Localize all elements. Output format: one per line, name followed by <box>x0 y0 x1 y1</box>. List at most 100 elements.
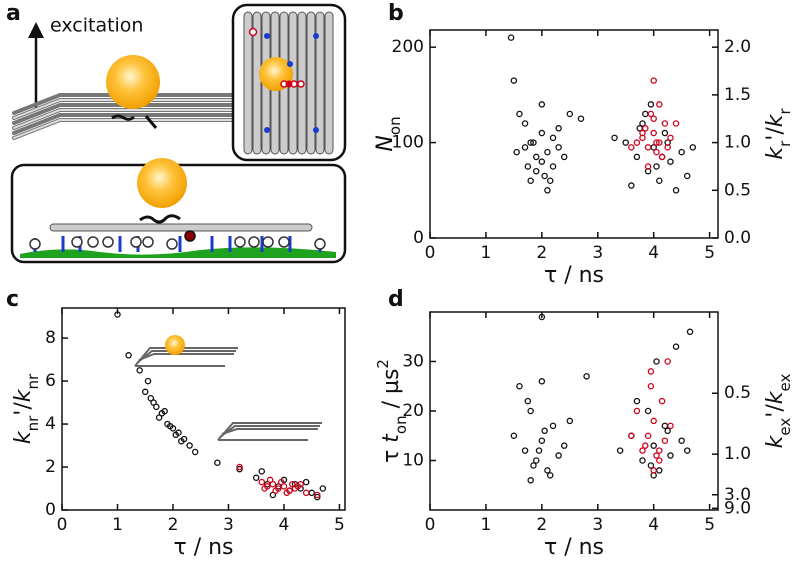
point <box>266 476 274 484</box>
point <box>653 148 660 156</box>
point <box>544 467 551 474</box>
schematic: a excitation <box>6 1 347 264</box>
point <box>577 115 585 122</box>
label-part: k <box>763 390 788 404</box>
y2-tick-label: 3.0 <box>724 485 751 505</box>
point <box>538 378 546 385</box>
label-part: '/ <box>763 127 788 141</box>
x-tick-label: 5 <box>334 515 345 535</box>
dye-side <box>184 230 196 242</box>
point <box>533 167 540 175</box>
point <box>656 467 663 474</box>
point <box>277 478 285 486</box>
point <box>647 382 655 390</box>
biotin-spots <box>264 33 319 133</box>
x-axis-label: τ / ns <box>173 535 233 560</box>
y2-tick-label: 2.0 <box>724 37 751 57</box>
y-tick-label: 0 <box>45 500 56 520</box>
point <box>644 144 652 151</box>
linker <box>111 114 158 129</box>
x-tick-label: 0 <box>57 515 68 535</box>
point <box>269 491 277 499</box>
point <box>538 158 546 165</box>
point <box>653 139 660 146</box>
point <box>544 187 551 194</box>
y-tick-label: 100 <box>392 133 424 153</box>
y-tick-label: 10 <box>402 451 424 471</box>
point <box>639 457 646 464</box>
arrow-head <box>28 22 44 38</box>
label-part: nr <box>24 373 42 390</box>
panel-letter: a <box>6 1 21 26</box>
label-part: τ <box>379 443 404 463</box>
point <box>136 367 143 374</box>
point <box>647 110 655 118</box>
label-part: on <box>386 116 404 135</box>
point <box>647 368 655 375</box>
point <box>544 148 551 156</box>
point <box>642 125 649 132</box>
point <box>538 101 546 108</box>
point <box>656 139 663 146</box>
point <box>166 422 174 430</box>
point <box>653 163 660 170</box>
point <box>628 182 635 189</box>
excitation-label: excitation <box>50 15 143 37</box>
point <box>541 427 548 435</box>
point <box>656 457 663 464</box>
point <box>289 480 296 488</box>
point <box>302 489 310 497</box>
point <box>521 144 529 151</box>
nanoparticle-side <box>137 158 187 208</box>
point <box>628 432 635 439</box>
point <box>633 407 641 415</box>
point <box>527 139 534 146</box>
linker-side <box>139 214 181 224</box>
point <box>661 437 669 444</box>
point <box>678 148 685 156</box>
point <box>533 153 540 161</box>
x-tick-label: 2 <box>168 515 179 535</box>
point <box>650 115 657 122</box>
point <box>283 489 290 497</box>
point <box>530 139 537 146</box>
point <box>125 352 132 359</box>
x-tick-label: 1 <box>112 515 123 535</box>
point <box>650 77 657 84</box>
y2-tick-label: 1.0 <box>724 133 751 153</box>
label-part: t <box>379 433 404 443</box>
point <box>664 427 671 435</box>
point <box>549 134 557 142</box>
point <box>583 373 590 380</box>
point <box>150 399 157 406</box>
point <box>667 452 674 459</box>
point <box>236 465 243 473</box>
point <box>308 489 315 497</box>
point <box>667 422 674 430</box>
point <box>661 120 669 127</box>
point <box>527 177 534 185</box>
point <box>141 388 149 396</box>
point <box>656 447 663 454</box>
x-tick-label: 0 <box>425 243 436 263</box>
point <box>661 129 669 137</box>
point <box>644 432 652 439</box>
point <box>555 144 562 151</box>
point <box>683 447 691 454</box>
label-part: k <box>11 430 36 444</box>
x-tick-label: 1 <box>481 243 492 263</box>
y-tick-label: 2 <box>45 457 56 477</box>
point <box>541 172 548 180</box>
surface <box>20 247 336 258</box>
point <box>527 407 534 415</box>
y-tick-label: 0 <box>413 228 424 248</box>
y-tick-label: 200 <box>392 37 424 57</box>
point <box>186 442 193 449</box>
x-tick-label: 5 <box>704 515 715 535</box>
x-axis-label: τ / ns <box>544 263 604 288</box>
label-part: k <box>763 113 788 127</box>
nanoparticle <box>106 55 160 109</box>
point <box>628 144 635 151</box>
origami-side <box>49 223 313 232</box>
